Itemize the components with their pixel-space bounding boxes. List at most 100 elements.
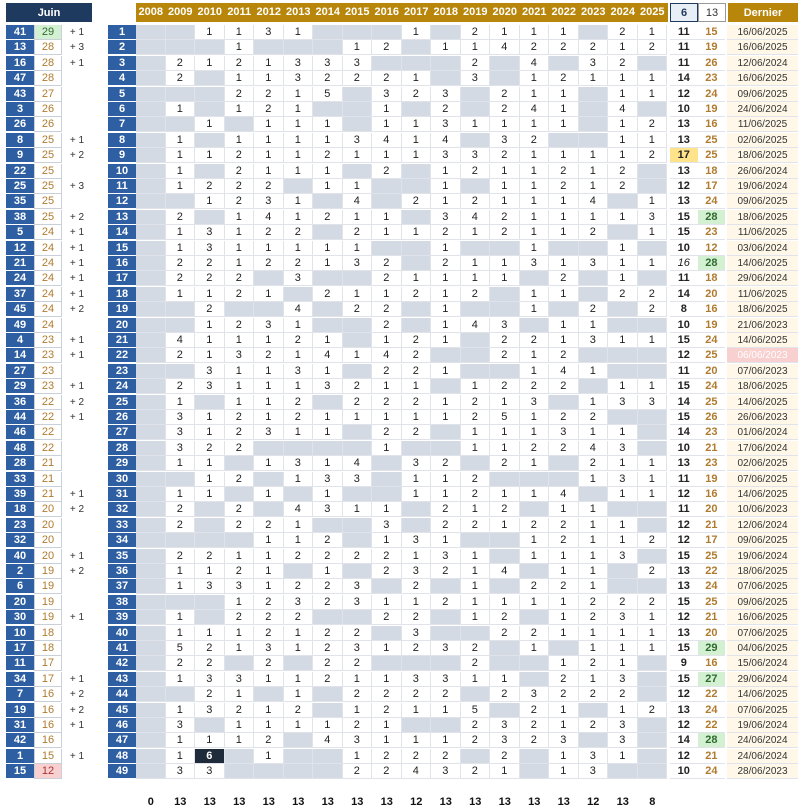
grid-cell[interactable]: 2 xyxy=(460,55,490,71)
year-header-2018[interactable]: 2018 xyxy=(433,6,458,18)
grid-cell[interactable] xyxy=(136,594,166,610)
grid-cell[interactable]: 2 xyxy=(372,256,402,271)
grid-cell[interactable]: 3 xyxy=(372,517,402,533)
grid-cell[interactable] xyxy=(313,764,343,780)
grid-cell[interactable]: 2 xyxy=(224,148,254,164)
grid-cell[interactable]: 3 xyxy=(224,579,254,595)
grid-cell[interactable] xyxy=(313,517,343,533)
grid-cell[interactable] xyxy=(283,440,313,456)
ranking-row[interactable]: 9 25 + 2 xyxy=(6,148,125,164)
grid-cell[interactable] xyxy=(195,71,225,87)
grid-cell[interactable]: 1 xyxy=(608,625,638,641)
grid-cell[interactable]: 1 xyxy=(431,410,461,425)
year-header-2013[interactable]: 2013 xyxy=(286,6,311,18)
grid-cell[interactable]: 2 xyxy=(490,209,520,225)
grid-cell[interactable]: 2 xyxy=(490,625,520,641)
grid-row[interactable]: 41 5 2 1 3 1 2 3 1 2 3 2 1 1 1 1 xyxy=(108,641,668,656)
grid-cell[interactable]: 2 xyxy=(313,579,343,595)
grid-cell[interactable]: 1 xyxy=(224,256,254,271)
grid-cell[interactable]: 1 xyxy=(401,148,431,164)
grid-cell[interactable] xyxy=(578,733,608,749)
grid-cell[interactable] xyxy=(342,487,372,502)
grid-row[interactable]: 10 1 2 1 1 1 2 1 2 1 1 2 1 2 xyxy=(108,163,668,179)
grid-cell[interactable]: 3 xyxy=(195,579,225,595)
grid-cell[interactable] xyxy=(637,102,667,117)
grid-cell[interactable] xyxy=(431,625,461,641)
grid-cell[interactable]: 1 xyxy=(549,548,579,564)
grid-row[interactable]: 27 3 1 2 3 1 1 2 2 1 1 1 3 1 1 xyxy=(108,425,668,441)
grid-cell[interactable]: 3 xyxy=(578,256,608,271)
year-header-2023[interactable]: 2023 xyxy=(581,6,606,18)
year-header-2014[interactable]: 2014 xyxy=(315,6,340,18)
grid-cell[interactable]: 1 xyxy=(254,533,284,549)
grid-cell[interactable] xyxy=(401,40,431,56)
grid-cell[interactable] xyxy=(254,271,284,287)
grid-cell[interactable] xyxy=(136,102,166,117)
grid-cell[interactable]: 1 xyxy=(254,333,284,348)
grid-cell[interactable] xyxy=(342,440,372,456)
grid-cell[interactable]: 1 xyxy=(549,333,579,348)
grid-cell[interactable]: 2 xyxy=(637,533,667,549)
grid-cell[interactable]: 2 xyxy=(372,764,402,780)
year-header-2011[interactable]: 2011 xyxy=(227,6,252,18)
grid-cell[interactable]: 2 xyxy=(224,163,254,179)
grid-cell[interactable]: 1 xyxy=(254,456,284,472)
grid-cell[interactable] xyxy=(195,610,225,626)
grid-row[interactable]: 16 2 2 1 2 2 1 3 2 2 1 1 3 1 3 1 1 xyxy=(108,256,668,271)
grid-cell[interactable]: 2 xyxy=(195,271,225,287)
grid-cell[interactable]: 2 xyxy=(519,517,549,533)
grid-cell[interactable]: 1 xyxy=(519,548,549,564)
grid-cell[interactable]: 2 xyxy=(578,718,608,733)
ranking-row[interactable]: 15 12 xyxy=(6,764,125,780)
grid-cell[interactable]: 2 xyxy=(578,594,608,610)
grid-cell[interactable]: 2 xyxy=(490,456,520,472)
grid-cell[interactable]: 2 xyxy=(372,71,402,87)
grid-cell[interactable]: 3 xyxy=(401,564,431,579)
grid-cell[interactable]: 1 xyxy=(431,733,461,749)
ranking-row[interactable]: 42 16 xyxy=(6,733,125,749)
grid-row[interactable]: 21 4 1 1 1 2 1 1 2 1 2 2 1 3 1 1 xyxy=(108,333,668,348)
grid-cell[interactable]: 2 xyxy=(608,55,638,71)
grid-cell[interactable] xyxy=(313,302,343,318)
grid-cell[interactable]: 1 xyxy=(283,671,313,687)
grid-cell[interactable] xyxy=(637,579,667,595)
grid-cell[interactable]: 2 xyxy=(342,379,372,395)
grid-cell[interactable] xyxy=(313,687,343,703)
grid-cell[interactable]: 1 xyxy=(578,394,608,410)
grid-cell[interactable] xyxy=(519,564,549,579)
ranking-row[interactable]: 30 19 + 1 xyxy=(6,610,125,626)
grid-cell[interactable]: 1 xyxy=(283,348,313,364)
grid-cell[interactable] xyxy=(608,363,638,379)
ranking-row[interactable]: 22 25 xyxy=(6,163,125,179)
grid-cell[interactable]: 1 xyxy=(224,641,254,656)
grid-cell[interactable]: 1 xyxy=(283,425,313,441)
grid-cell[interactable]: 1 xyxy=(519,487,549,502)
grid-cell[interactable]: 2 xyxy=(313,71,343,87)
grid-cell[interactable]: 1 xyxy=(224,71,254,87)
grid-cell[interactable]: 1 xyxy=(195,117,225,133)
grid-cell[interactable]: 1 xyxy=(372,209,402,225)
grid-cell[interactable]: 4 xyxy=(313,733,343,749)
grid-cell[interactable]: 2 xyxy=(372,610,402,626)
grid-cell[interactable]: 1 xyxy=(460,256,490,271)
grid-cell[interactable] xyxy=(136,286,166,302)
grid-cell[interactable]: 3 xyxy=(608,471,638,487)
grid-cell[interactable]: 2 xyxy=(460,194,490,210)
grid-cell[interactable]: 1 xyxy=(224,594,254,610)
grid-cell[interactable] xyxy=(254,440,284,456)
grid-cell[interactable]: 1 xyxy=(460,564,490,579)
grid-cell[interactable] xyxy=(136,548,166,564)
grid-cell[interactable]: 1 xyxy=(490,671,520,687)
grid-cell[interactable] xyxy=(342,363,372,379)
grid-row[interactable]: 26 3 1 2 1 2 1 1 1 1 1 2 5 1 2 2 xyxy=(108,410,668,425)
grid-cell[interactable]: 1 xyxy=(342,502,372,518)
grid-cell[interactable]: 1 xyxy=(342,286,372,302)
grid-cell[interactable]: 1 xyxy=(519,148,549,164)
ranking-row[interactable]: 35 25 xyxy=(6,194,125,210)
grid-cell[interactable]: 1 xyxy=(519,71,549,87)
grid-cell[interactable] xyxy=(637,163,667,179)
grid-cell[interactable] xyxy=(401,718,431,733)
grid-cell[interactable]: 1 xyxy=(224,363,254,379)
grid-cell[interactable]: 2 xyxy=(313,671,343,687)
